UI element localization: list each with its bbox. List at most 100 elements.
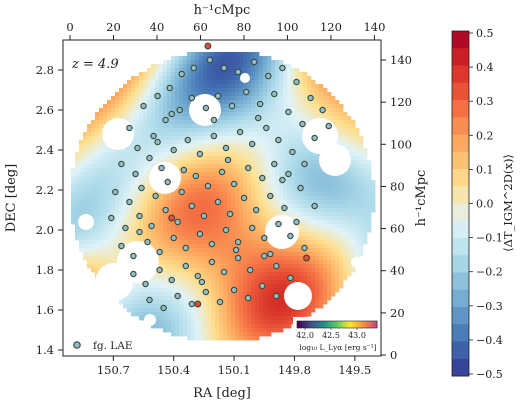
colorbar-block: [452, 255, 469, 273]
colorbar-tick-label: 0.3: [476, 95, 494, 108]
lae-point: [216, 298, 224, 306]
lae-point: [301, 160, 308, 168]
inset-colorbar-cell: [324, 321, 328, 328]
lae-point: [311, 134, 318, 142]
y-tick-label: 2.8: [36, 63, 54, 77]
x-axis-label: RA [deg]: [193, 386, 251, 401]
lae-point: [244, 164, 252, 172]
lae-point-bright: [303, 254, 310, 262]
inset-tick-label: 43.0: [348, 331, 366, 340]
lae-point: [196, 150, 204, 158]
lae-point: [132, 170, 139, 178]
lae-point: [230, 180, 238, 188]
inset-tick-label: 42.5: [322, 331, 340, 340]
lae-point: [265, 72, 272, 80]
inset-colorbar-cell: [369, 321, 373, 328]
lae-point: [248, 224, 256, 232]
lae-point: [138, 184, 145, 192]
colorbar-tick-label: 0.1: [476, 163, 494, 176]
lae-point-bright: [194, 300, 202, 308]
lae-point: [267, 250, 274, 258]
lae-point: [254, 114, 262, 122]
lae-point: [210, 132, 218, 140]
lae-point: [202, 288, 210, 296]
colorbar-tick-label: 0.4: [476, 61, 494, 74]
lae-point: [130, 252, 137, 260]
inset-colorbar-cell: [349, 321, 353, 328]
lae-point: [289, 148, 296, 156]
lae-point: [234, 238, 242, 246]
lae-point: [202, 104, 210, 112]
colorbar-block: [452, 307, 469, 325]
inset-colorbar-cell: [364, 321, 368, 328]
inset-colorbar-cell: [327, 321, 330, 328]
y-tick-label: 1.4: [36, 343, 54, 357]
inset-colorbar-cell: [362, 321, 365, 328]
lae-point: [275, 220, 282, 228]
lae-point: [263, 124, 270, 132]
lae-point: [188, 300, 196, 308]
top-distance-axis: 0 20 40 60 80 100 120 140: [66, 20, 385, 40]
right-distance-axis: 0 20 40 60 80 100 120 140: [381, 53, 412, 362]
ra-axis: 150.7 150.4 150.1 149.8 149.5: [97, 356, 371, 377]
inset-colorbar-label: log₁₀ L_Lyα [erg s⁻¹]: [299, 343, 376, 352]
colorbar-block: [452, 117, 469, 135]
y-tick-label: 2.6: [36, 103, 54, 117]
lae-point: [285, 108, 292, 116]
inset-colorbar-cell: [312, 321, 315, 328]
lae-point: [287, 274, 294, 282]
colorbar-tick-label: 0.0: [476, 198, 494, 211]
inset-colorbar-cell: [347, 321, 350, 328]
colorbar-block: [452, 82, 469, 101]
colorbar-block: [452, 169, 469, 187]
lae-point: [234, 254, 242, 262]
lae-point: [220, 64, 228, 72]
colorbar-block: [452, 31, 469, 49]
inset-colorbar-cell: [352, 321, 355, 328]
lae-point: [246, 266, 254, 274]
lae-point: [267, 192, 274, 200]
lae-point: [180, 166, 188, 174]
inset-colorbar-cell: [317, 321, 320, 328]
colorbar-block: [452, 358, 469, 377]
inset-colorbar-frame: [296, 320, 378, 329]
inset-colorbar-cell: [332, 321, 335, 328]
colorbar-tick-label: 0.2: [476, 129, 494, 142]
lae-point: [118, 242, 125, 250]
lae-point: [248, 140, 256, 148]
lae-point: [136, 228, 143, 236]
lae-point: [256, 100, 264, 108]
lae-point: [118, 160, 125, 168]
map-panel: 150.7 150.4 150.1 149.8 149.5 1.4 1.6 1.8 2.0 2.…: [4, 3, 429, 401]
colorbar-tick-label: −0.4: [476, 334, 503, 347]
lae-point: [158, 164, 165, 172]
right-tick-label: 120: [390, 95, 412, 109]
lae-point: [178, 70, 185, 78]
right-axis-label: h⁻¹cMpc: [414, 170, 429, 227]
lae-point: [208, 258, 216, 266]
dec-axis: 1.4 1.6 1.8 2.0 2.2 2.4 2.6 2.8: [36, 63, 63, 357]
lae-point: [136, 212, 143, 220]
lae-point: [244, 294, 252, 302]
inset-colorbar-cell: [344, 321, 348, 328]
lae-point: [146, 154, 153, 162]
y-tick-label: 2.2: [36, 183, 54, 197]
lae-point: [164, 178, 171, 186]
lae-point: [146, 296, 153, 304]
lae-point: [281, 204, 288, 212]
inset-colorbar-cell: [342, 321, 345, 328]
inset-colorbar-cell: [302, 321, 305, 328]
lae-point: [325, 122, 332, 130]
lae-point: [190, 64, 198, 72]
inset-colorbar-cell: [307, 321, 310, 328]
y-tick-label: 1.6: [36, 303, 54, 317]
lae-points: [108, 42, 332, 312]
lae-point: [178, 188, 185, 196]
colorbar-tick-label: −0.3: [476, 300, 503, 313]
lae-point: [154, 92, 161, 100]
lae-point: [261, 252, 268, 260]
luminosity-inset-colorbar: 42.0 42.5 43.0 log₁₀ L_Lyα [erg s⁻¹]: [293, 317, 379, 355]
lae-point: [126, 124, 133, 132]
colorbar-ticks: 0.5 0.4 0.3 0.2 0.1 0.0 −0.1 −0.2 −0.3 −0.4 −0.5: [469, 27, 503, 381]
colorbar-block: [452, 238, 469, 256]
